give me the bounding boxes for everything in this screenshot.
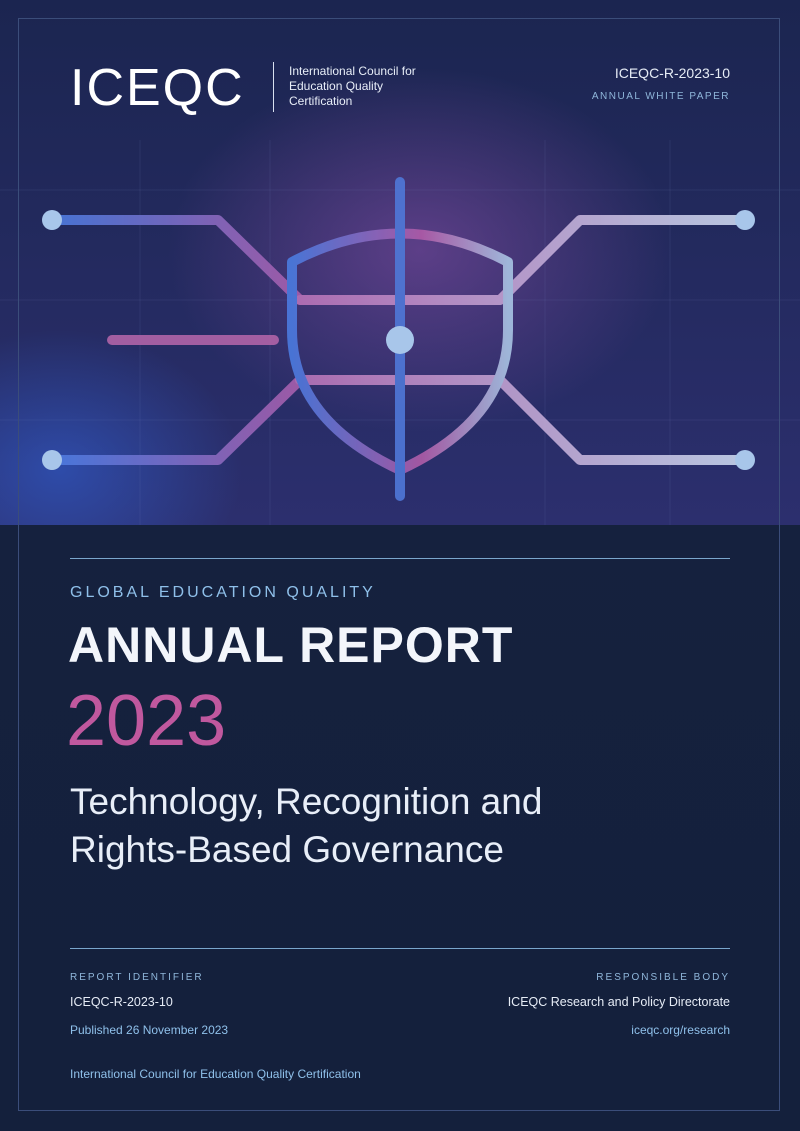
document-id: ICEQC-R-2023-10	[614, 65, 730, 81]
hero-illustration	[0, 140, 800, 525]
title: ANNUAL REPORT	[68, 617, 514, 673]
divider	[70, 558, 730, 559]
organization-name: International Council for Education Qual…	[289, 64, 416, 108]
report-identifier: ICEQC-R-2023-10	[70, 995, 173, 1009]
subtitle: Technology, Recognition and Rights-Based…	[70, 781, 543, 870]
document-type: ANNUAL WHITE PAPER	[591, 91, 730, 102]
logo-divider	[273, 62, 274, 112]
responsible-body: ICEQC Research and Policy Directorate	[507, 995, 730, 1009]
publisher: International Council for Education Qual…	[70, 1067, 361, 1081]
year: 2023	[66, 681, 227, 761]
footer-label: RESPONSIBLE BODY	[596, 972, 730, 983]
website[interactable]: iceqc.org/research	[631, 1023, 730, 1037]
divider	[70, 948, 730, 949]
published-date: Published 26 November 2023	[70, 1023, 229, 1037]
footer-label: REPORT IDENTIFIER	[70, 972, 204, 983]
logo: ICEQC	[70, 59, 245, 117]
kicker: GLOBAL EDUCATION QUALITY	[70, 584, 376, 601]
page-frame	[18, 18, 780, 1111]
